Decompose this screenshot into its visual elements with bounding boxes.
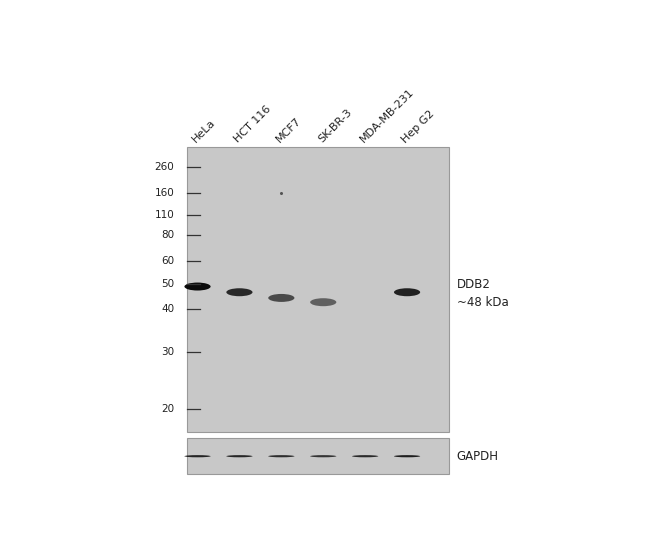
Text: HCT 116: HCT 116 <box>232 104 273 145</box>
Bar <box>187 438 449 474</box>
Text: 20: 20 <box>161 404 174 414</box>
Text: 40: 40 <box>161 304 174 314</box>
Ellipse shape <box>394 288 420 296</box>
Text: MDA-MB-231: MDA-MB-231 <box>358 87 416 145</box>
Text: 50: 50 <box>161 279 174 289</box>
Text: 30: 30 <box>161 347 174 357</box>
Text: 160: 160 <box>155 188 174 198</box>
Text: GAPDH: GAPDH <box>456 450 499 463</box>
Ellipse shape <box>185 283 211 290</box>
Text: HeLa: HeLa <box>190 118 218 145</box>
Ellipse shape <box>268 455 294 457</box>
Text: MCF7: MCF7 <box>274 116 303 145</box>
Ellipse shape <box>352 455 378 457</box>
Ellipse shape <box>310 298 336 306</box>
Text: 80: 80 <box>161 230 174 240</box>
Text: DDB2
~48 kDa: DDB2 ~48 kDa <box>456 278 508 309</box>
Ellipse shape <box>394 455 420 457</box>
Ellipse shape <box>310 455 336 457</box>
Text: 260: 260 <box>155 162 174 172</box>
Ellipse shape <box>268 294 294 302</box>
Text: 110: 110 <box>155 210 174 220</box>
Text: Hep G2: Hep G2 <box>400 108 436 145</box>
Ellipse shape <box>226 288 252 296</box>
Bar <box>187 147 449 432</box>
Ellipse shape <box>226 455 252 457</box>
Text: 60: 60 <box>161 256 174 266</box>
Text: SK-BR-3: SK-BR-3 <box>316 108 354 145</box>
Ellipse shape <box>185 455 211 457</box>
